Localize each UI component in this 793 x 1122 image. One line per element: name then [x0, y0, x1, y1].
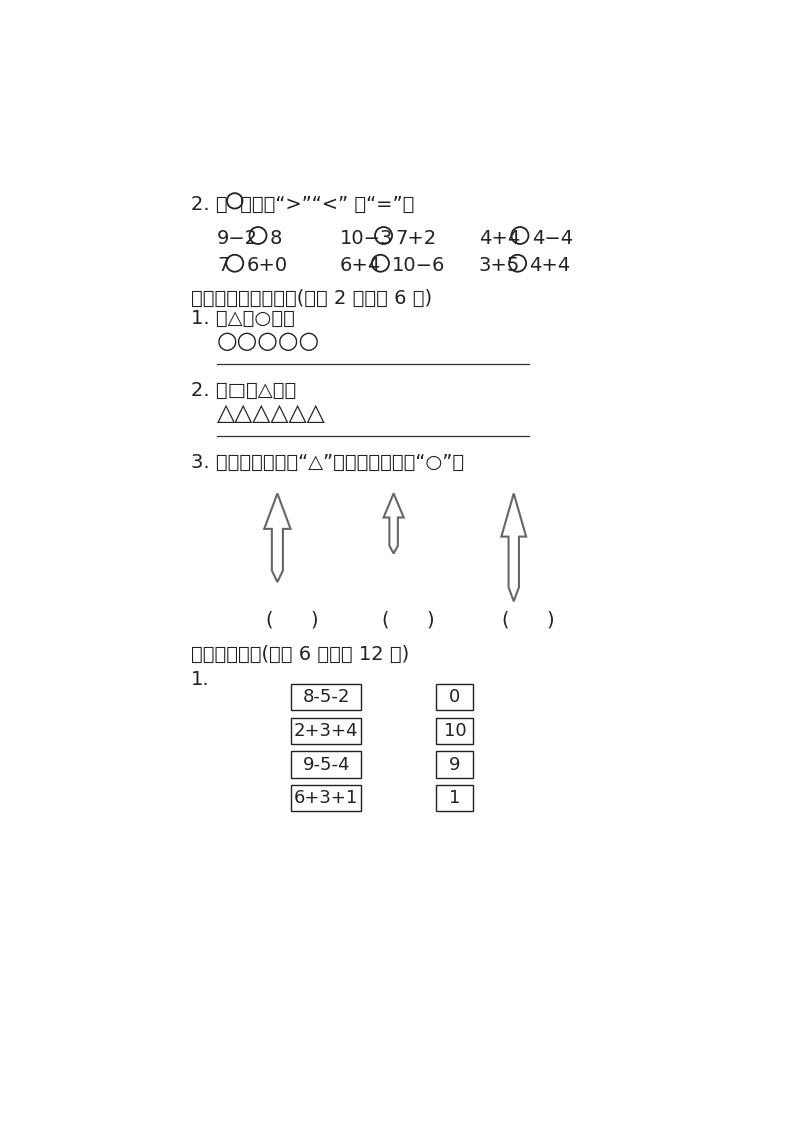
Bar	[291, 785, 361, 811]
Text: (      ): ( )	[502, 610, 555, 629]
Text: 1. 画△比○少。: 1. 画△比○少。	[190, 309, 294, 328]
Bar	[291, 752, 361, 778]
Bar	[436, 718, 473, 744]
Bar	[436, 683, 473, 710]
Bar	[291, 683, 361, 710]
Text: 四、连一连。(每题 6 分，共 12 分): 四、连一连。(每题 6 分，共 12 分)	[190, 645, 409, 664]
Bar	[436, 785, 473, 811]
Text: 三、按要求画一画。(每题 2 分，共 6 分): 三、按要求画一画。(每题 2 分，共 6 分)	[190, 288, 431, 307]
Text: 1.: 1.	[190, 670, 209, 689]
Text: 9: 9	[449, 755, 461, 773]
Text: 10−6: 10−6	[392, 256, 446, 275]
Text: 6+4: 6+4	[339, 256, 381, 275]
Text: 3+5: 3+5	[479, 256, 520, 275]
Text: 10: 10	[443, 721, 466, 739]
Text: 4−4: 4−4	[531, 229, 573, 248]
Text: 9-5-4: 9-5-4	[302, 755, 350, 773]
Text: (      ): ( )	[266, 610, 318, 629]
Text: 2. 在  里填上“>”“<” 或“=”。: 2. 在 里填上“>”“<” 或“=”。	[190, 195, 414, 213]
Text: (      ): ( )	[382, 610, 435, 629]
Text: 9−2: 9−2	[217, 229, 258, 248]
Text: 4+4: 4+4	[479, 229, 520, 248]
Text: 8: 8	[270, 229, 282, 248]
Text: 7+2: 7+2	[395, 229, 436, 248]
Text: 3. 在最高的下面画“△”，最矮的下面画“○”。: 3. 在最高的下面画“△”，最矮的下面画“○”。	[190, 453, 464, 472]
Bar	[436, 752, 473, 778]
Text: 10−3: 10−3	[339, 229, 393, 248]
Text: 7: 7	[217, 256, 229, 275]
Text: 2+3+4: 2+3+4	[294, 721, 358, 739]
Text: △△△△△△: △△△△△△	[217, 401, 326, 425]
Text: 6+3+1: 6+3+1	[294, 790, 358, 808]
Text: 4+4: 4+4	[529, 256, 570, 275]
Text: 0: 0	[449, 688, 461, 706]
Bar	[291, 718, 361, 744]
Text: 1: 1	[449, 790, 461, 808]
Text: 2. 画□比△多。: 2. 画□比△多。	[190, 381, 296, 401]
Text: ○○○○○: ○○○○○	[217, 329, 320, 352]
Text: 8-5-2: 8-5-2	[302, 688, 350, 706]
Text: 6+0: 6+0	[247, 256, 288, 275]
